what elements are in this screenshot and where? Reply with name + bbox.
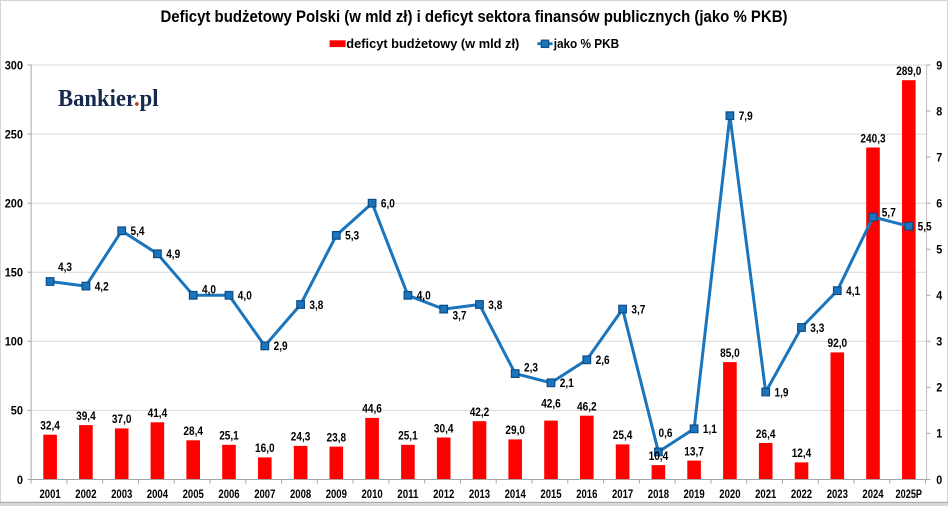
svg-text:7,9: 7,9 [739,109,753,123]
svg-text:13,7: 13,7 [684,444,704,458]
svg-text:0: 0 [936,473,942,487]
svg-text:2018: 2018 [648,487,669,501]
svg-text:3: 3 [936,335,942,349]
svg-text:25,1: 25,1 [398,429,418,443]
svg-text:23,8: 23,8 [327,430,347,444]
svg-text:28,4: 28,4 [183,424,203,438]
svg-text:2,6: 2,6 [596,353,610,367]
svg-text:2: 2 [936,381,942,395]
svg-text:jako % PKB: jako % PKB [553,37,619,51]
svg-text:4,0: 4,0 [202,283,216,297]
svg-text:42,2: 42,2 [470,405,490,419]
svg-text:2011: 2011 [397,487,418,501]
svg-text:2,1: 2,1 [560,376,574,390]
svg-text:0,6: 0,6 [659,426,673,440]
svg-text:5: 5 [936,243,942,257]
svg-text:41,4: 41,4 [148,406,168,420]
svg-text:Deficyt budżetowy Polski (w ml: Deficyt budżetowy Polski (w mld zł) i de… [161,7,788,26]
svg-text:2023: 2023 [827,487,848,501]
svg-text:26,4: 26,4 [756,427,776,441]
svg-text:200: 200 [5,197,24,211]
svg-text:4,2: 4,2 [95,279,109,293]
svg-text:4,9: 4,9 [166,247,180,261]
svg-text:2001: 2001 [39,487,60,501]
svg-text:1: 1 [936,427,942,441]
svg-text:37,0: 37,0 [112,412,132,426]
svg-text:9: 9 [936,58,942,72]
svg-text:3,7: 3,7 [453,308,467,322]
svg-text:150: 150 [5,266,24,280]
svg-text:4,0: 4,0 [238,289,252,303]
svg-text:4,3: 4,3 [58,260,72,274]
svg-text:2005: 2005 [183,487,204,501]
svg-text:24,3: 24,3 [291,430,311,444]
svg-text:5,7: 5,7 [882,205,896,219]
svg-text:2024: 2024 [862,487,883,501]
svg-text:2008: 2008 [290,487,311,501]
svg-text:2006: 2006 [218,487,239,501]
svg-text:29,0: 29,0 [505,423,525,437]
svg-text:2021: 2021 [755,487,776,501]
svg-text:289,0: 289,0 [896,64,921,78]
svg-text:25,4: 25,4 [613,428,633,442]
svg-text:2009: 2009 [326,487,347,501]
svg-text:92,0: 92,0 [828,336,848,350]
svg-text:2012: 2012 [433,487,454,501]
svg-text:39,4: 39,4 [76,409,96,423]
svg-text:deficyt budżetowy (w mld zł): deficyt budżetowy (w mld zł) [346,37,519,51]
svg-text:3,7: 3,7 [631,302,645,316]
svg-text:2004: 2004 [147,487,168,501]
svg-text:3,3: 3,3 [810,321,824,335]
svg-text:2022: 2022 [791,487,812,501]
svg-text:4: 4 [936,289,942,303]
svg-text:2016: 2016 [576,487,597,501]
svg-text:6,0: 6,0 [381,197,395,211]
svg-text:2013: 2013 [469,487,490,501]
svg-text:Bankier.pl: Bankier.pl [58,86,159,112]
svg-text:42,6: 42,6 [541,397,561,411]
svg-text:44,6: 44,6 [362,402,382,416]
svg-text:2,3: 2,3 [524,360,538,374]
svg-text:2025P: 2025P [896,487,923,501]
svg-text:4,0: 4,0 [417,289,431,303]
svg-text:2020: 2020 [719,487,740,501]
svg-text:240,3: 240,3 [860,131,885,145]
svg-text:250: 250 [5,127,24,141]
svg-text:46,2: 46,2 [577,400,597,414]
svg-text:100: 100 [5,335,24,349]
svg-text:2017: 2017 [612,487,633,501]
svg-text:16,0: 16,0 [255,441,275,455]
svg-text:5,5: 5,5 [918,220,932,234]
svg-text:25,1: 25,1 [219,429,239,443]
svg-text:2010: 2010 [362,487,383,501]
svg-text:1,1: 1,1 [703,422,717,436]
svg-text:12,4: 12,4 [792,446,812,460]
svg-text:0: 0 [17,473,23,487]
svg-text:4,1: 4,1 [846,284,860,298]
svg-text:1,9: 1,9 [775,385,789,399]
svg-text:6: 6 [936,197,942,211]
svg-text:10,4: 10,4 [649,449,669,463]
svg-text:5,4: 5,4 [131,224,145,238]
svg-text:2015: 2015 [540,487,561,501]
svg-text:3,8: 3,8 [488,298,502,312]
svg-text:2019: 2019 [684,487,705,501]
svg-text:5,3: 5,3 [345,229,359,243]
svg-text:7: 7 [936,150,942,164]
svg-text:2002: 2002 [75,487,96,501]
svg-text:2003: 2003 [111,487,132,501]
svg-text:2007: 2007 [254,487,275,501]
svg-text:8: 8 [936,104,942,118]
svg-text:85,0: 85,0 [720,346,740,360]
svg-text:50: 50 [11,404,23,418]
svg-text:300: 300 [5,58,24,72]
svg-text:2,9: 2,9 [274,339,288,353]
svg-text:30,4: 30,4 [434,421,454,435]
svg-text:3,8: 3,8 [309,298,323,312]
svg-text:2014: 2014 [505,487,526,501]
svg-text:32,4: 32,4 [40,419,60,433]
